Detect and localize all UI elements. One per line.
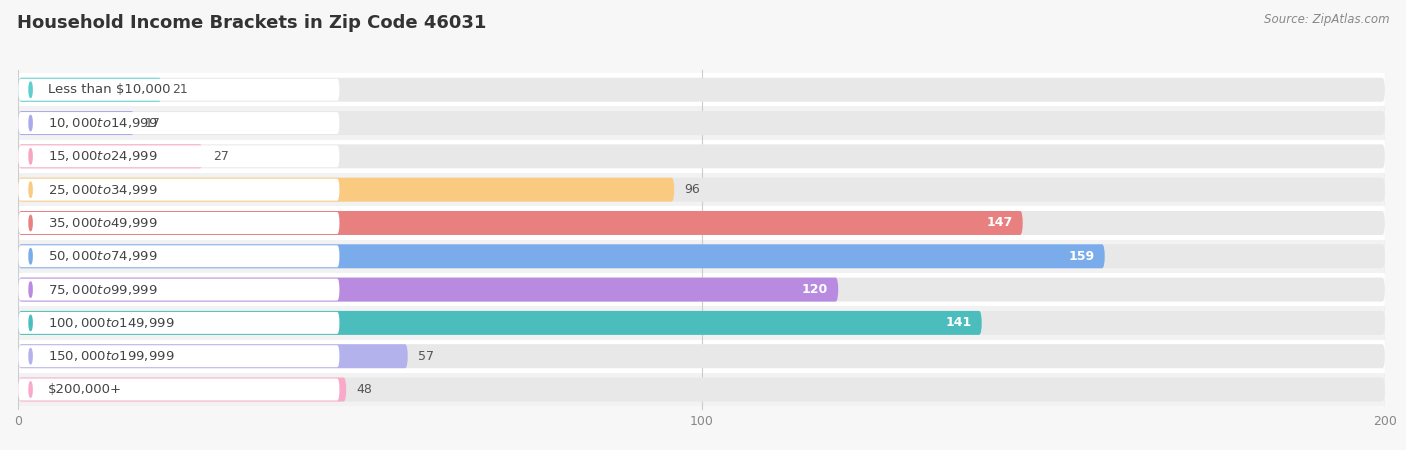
Circle shape [30, 382, 32, 397]
FancyBboxPatch shape [18, 111, 1385, 135]
Circle shape [30, 115, 32, 130]
Text: 48: 48 [357, 383, 373, 396]
FancyBboxPatch shape [18, 378, 339, 400]
Text: $200,000+: $200,000+ [48, 383, 122, 396]
FancyBboxPatch shape [18, 244, 1105, 268]
FancyBboxPatch shape [18, 179, 339, 201]
Text: 120: 120 [801, 283, 828, 296]
Circle shape [30, 148, 32, 164]
FancyBboxPatch shape [18, 312, 339, 334]
FancyBboxPatch shape [18, 211, 1022, 235]
Text: 27: 27 [214, 150, 229, 163]
FancyBboxPatch shape [18, 311, 1385, 335]
Text: 57: 57 [418, 350, 434, 363]
Text: $50,000 to $74,999: $50,000 to $74,999 [48, 249, 157, 263]
Bar [18, 206, 1385, 239]
FancyBboxPatch shape [18, 311, 981, 335]
FancyBboxPatch shape [18, 78, 1385, 102]
FancyBboxPatch shape [18, 78, 162, 102]
FancyBboxPatch shape [18, 278, 838, 302]
Text: $35,000 to $49,999: $35,000 to $49,999 [48, 216, 157, 230]
FancyBboxPatch shape [18, 79, 339, 101]
FancyBboxPatch shape [18, 144, 202, 168]
Bar [18, 73, 1385, 106]
FancyBboxPatch shape [18, 144, 1385, 168]
Circle shape [30, 315, 32, 331]
FancyBboxPatch shape [18, 111, 135, 135]
FancyBboxPatch shape [18, 178, 675, 202]
Bar [18, 140, 1385, 173]
FancyBboxPatch shape [18, 211, 1385, 235]
Circle shape [30, 182, 32, 198]
FancyBboxPatch shape [18, 244, 1385, 268]
Bar [18, 239, 1385, 273]
Text: 96: 96 [685, 183, 700, 196]
FancyBboxPatch shape [18, 378, 346, 401]
Bar [18, 273, 1385, 306]
Text: 141: 141 [945, 316, 972, 329]
FancyBboxPatch shape [18, 145, 339, 167]
FancyBboxPatch shape [18, 245, 339, 267]
Circle shape [30, 82, 32, 97]
Text: 159: 159 [1069, 250, 1094, 263]
Bar [18, 306, 1385, 340]
FancyBboxPatch shape [18, 378, 1385, 401]
Text: $150,000 to $199,999: $150,000 to $199,999 [48, 349, 174, 363]
Bar [18, 106, 1385, 140]
FancyBboxPatch shape [18, 278, 1385, 302]
Bar [18, 340, 1385, 373]
FancyBboxPatch shape [18, 345, 339, 367]
Text: $75,000 to $99,999: $75,000 to $99,999 [48, 283, 157, 297]
Circle shape [30, 282, 32, 297]
Text: 147: 147 [986, 216, 1012, 230]
Text: $15,000 to $24,999: $15,000 to $24,999 [48, 149, 157, 163]
Text: Source: ZipAtlas.com: Source: ZipAtlas.com [1264, 14, 1389, 27]
FancyBboxPatch shape [18, 178, 1385, 202]
FancyBboxPatch shape [18, 212, 339, 234]
FancyBboxPatch shape [18, 279, 339, 301]
Circle shape [30, 349, 32, 364]
Text: 17: 17 [145, 117, 160, 130]
Circle shape [30, 215, 32, 231]
FancyBboxPatch shape [18, 112, 339, 134]
FancyBboxPatch shape [18, 344, 1385, 368]
Text: $100,000 to $149,999: $100,000 to $149,999 [48, 316, 174, 330]
Text: 21: 21 [172, 83, 188, 96]
Bar [18, 173, 1385, 206]
Text: Household Income Brackets in Zip Code 46031: Household Income Brackets in Zip Code 46… [17, 14, 486, 32]
Text: $10,000 to $14,999: $10,000 to $14,999 [48, 116, 157, 130]
Bar [18, 373, 1385, 406]
Circle shape [30, 248, 32, 264]
Text: $25,000 to $34,999: $25,000 to $34,999 [48, 183, 157, 197]
FancyBboxPatch shape [18, 344, 408, 368]
Text: Less than $10,000: Less than $10,000 [48, 83, 170, 96]
